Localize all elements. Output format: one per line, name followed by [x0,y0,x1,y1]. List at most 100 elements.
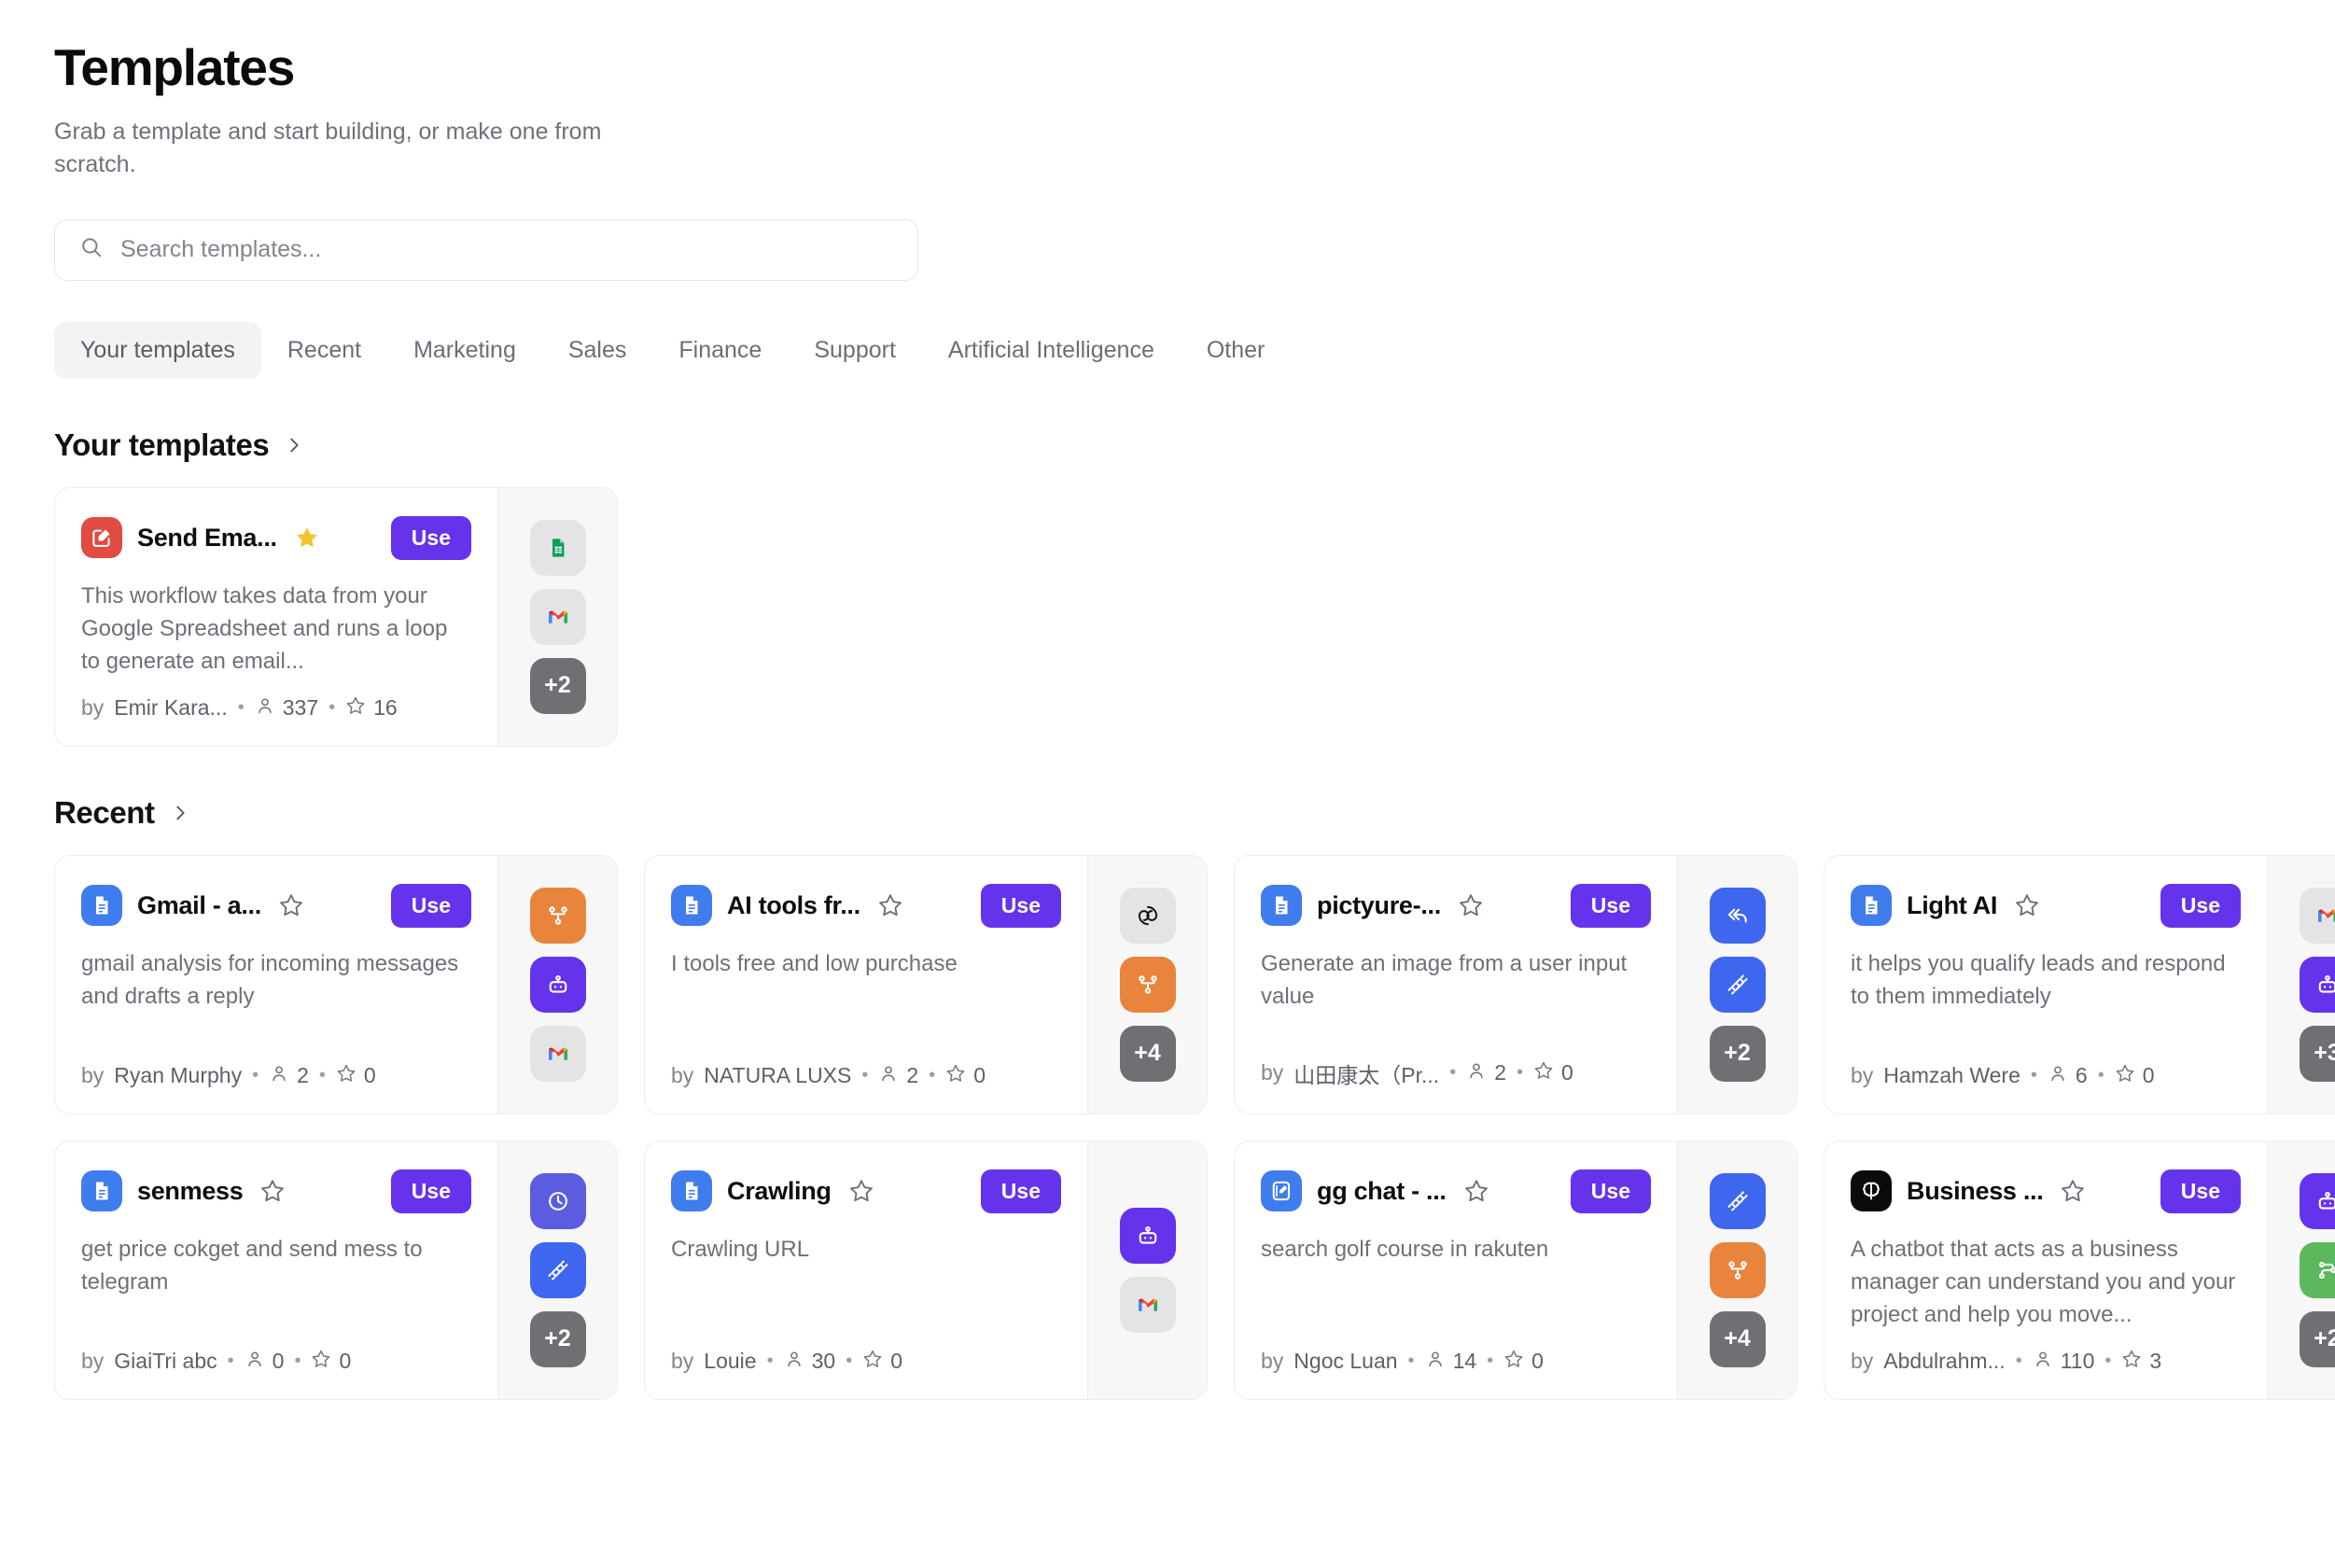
gmail-icon[interactable] [529,588,586,645]
tab-sales[interactable]: Sales [567,336,627,363]
by-label: by [1261,1060,1284,1085]
tab-other[interactable]: Other [1206,336,1265,363]
section-header-recent[interactable]: Recent [54,795,190,831]
robot-icon[interactable] [1119,1207,1176,1264]
robot-icon[interactable] [529,956,586,1013]
rail-more-count[interactable]: +3 [2299,1025,2335,1082]
use-button[interactable]: Use [390,883,471,929]
section-header-your-templates[interactable]: Your templates [54,427,304,463]
template-card[interactable]: Business ... Use A chatbot that acts as … [1824,1140,2335,1400]
tab-finance[interactable]: Finance [678,336,762,363]
star-outline-icon [336,1063,357,1089]
card-body: pictyure-... Use Generate an image from … [1235,856,1677,1113]
stars-stat: 0 [945,1063,986,1089]
tab-support[interactable]: Support [814,336,896,363]
use-button[interactable]: Use [2160,883,2241,929]
star-outline-icon [1533,1060,1554,1086]
template-card[interactable]: pictyure-... Use Generate an image from … [1234,854,1797,1114]
template-card[interactable]: AI tools fr... Use I tools free and low … [644,854,1208,1114]
gmail-icon[interactable] [2299,887,2335,944]
template-card[interactable]: Send Ema... Use This workflow takes data… [54,486,618,747]
knot-icon[interactable] [1119,887,1176,944]
template-card[interactable]: Crawling Use Crawling URL by Louie • 30 … [644,1140,1208,1400]
card-body: Crawling Use Crawling URL by Louie • 30 … [645,1141,1087,1399]
rail-more-count[interactable]: +2 [2299,1310,2335,1367]
template-card[interactable]: Light AI Use it helps you qualify leads … [1824,854,2335,1114]
reply-all-icon[interactable] [1709,887,1766,944]
robot-icon[interactable] [2299,1172,2335,1229]
rail-more-count[interactable]: +4 [1119,1025,1176,1082]
favorite-star-icon[interactable] [259,1178,286,1204]
meta-separator: • [929,1065,936,1086]
favorite-star-icon[interactable] [848,1178,874,1204]
branch-icon[interactable] [1709,1241,1766,1298]
gmail-icon[interactable] [1119,1276,1176,1333]
favorite-star-icon[interactable] [278,892,304,918]
author-name: Louie [704,1349,757,1374]
favorite-star-icon[interactable] [877,892,903,918]
template-card[interactable]: Gmail - a... Use gmail analysis for inco… [54,854,618,1114]
search-input[interactable] [120,236,893,264]
search-bar[interactable] [54,218,918,281]
google-sheets-icon[interactable] [529,519,586,576]
tab-artificial-intelligence[interactable]: Artificial Intelligence [947,336,1154,363]
document-icon [671,1170,712,1212]
rail-more-count[interactable]: +2 [529,1310,586,1367]
users-count: 14 [1452,1349,1477,1374]
meta-separator: • [2030,1065,2037,1086]
template-card[interactable]: gg chat - ... Use search golf course in … [1234,1140,1797,1400]
by-label: by [1261,1349,1284,1374]
template-card[interactable]: senmess Use get price cokget and send me… [54,1140,618,1400]
users-stat: 0 [245,1349,284,1375]
rail-more-count[interactable]: +2 [1709,1025,1766,1082]
card-meta: by Ryan Murphy • 2 • 0 [81,1063,471,1089]
favorite-star-icon[interactable] [2014,892,2040,918]
card-meta: by Ngoc Luan • 14 • 0 [1261,1349,1651,1375]
meta-separator: • [237,697,245,719]
users-count: 2 [1494,1060,1507,1085]
by-label: by [671,1349,694,1374]
favorite-star-icon[interactable] [1458,892,1484,918]
tab-your-templates[interactable]: Your templates [54,321,261,379]
use-button[interactable]: Use [980,883,1061,929]
stars-stat: 16 [345,695,398,721]
use-button[interactable]: Use [1570,1169,1651,1214]
flow-icon[interactable] [2299,1241,2335,1298]
tab-recent[interactable]: Recent [287,336,362,363]
page-subtitle: Grab a template and start building, or m… [54,118,602,178]
card-body: Business ... Use A chatbot that acts as … [1825,1141,2267,1399]
chevron-right-icon[interactable] [284,435,304,455]
robot-icon[interactable] [2299,956,2335,1013]
plug-icon[interactable] [529,1241,586,1298]
meta-separator: • [846,1351,853,1372]
use-button[interactable]: Use [2160,1169,2241,1214]
clock-icon[interactable] [529,1172,586,1229]
integration-rail: +2 [497,487,617,746]
plug-icon[interactable] [1709,1172,1766,1229]
branch-icon[interactable] [529,887,586,944]
card-description: search golf course in rakuten [1261,1237,1549,1263]
gmail-icon[interactable] [529,1025,586,1082]
use-button[interactable]: Use [1570,883,1651,929]
use-button[interactable]: Use [390,1169,471,1214]
edit-note-icon [1261,1170,1302,1212]
rail-more-count[interactable]: +4 [1709,1310,1766,1367]
plug-icon[interactable] [1709,956,1766,1013]
card-description: get price cokget and send mess to telegr… [81,1237,423,1295]
favorite-star-icon[interactable] [294,525,320,551]
card-title: Light AI [1907,890,1998,919]
stars-count: 0 [1531,1349,1544,1374]
rail-more-count[interactable]: +2 [529,657,586,714]
person-icon [255,695,275,721]
chevron-right-icon[interactable] [170,803,190,823]
stars-stat: 0 [1533,1060,1573,1086]
document-icon [1261,885,1302,927]
branch-icon[interactable] [1119,956,1176,1013]
use-button[interactable]: Use [980,1169,1061,1214]
use-button[interactable]: Use [390,515,471,561]
favorite-star-icon[interactable] [1463,1178,1489,1204]
favorite-star-icon[interactable] [2060,1178,2086,1204]
tab-marketing[interactable]: Marketing [413,336,516,363]
card-meta: by Abdulrahm... • 110 • 3 [1851,1349,2241,1375]
